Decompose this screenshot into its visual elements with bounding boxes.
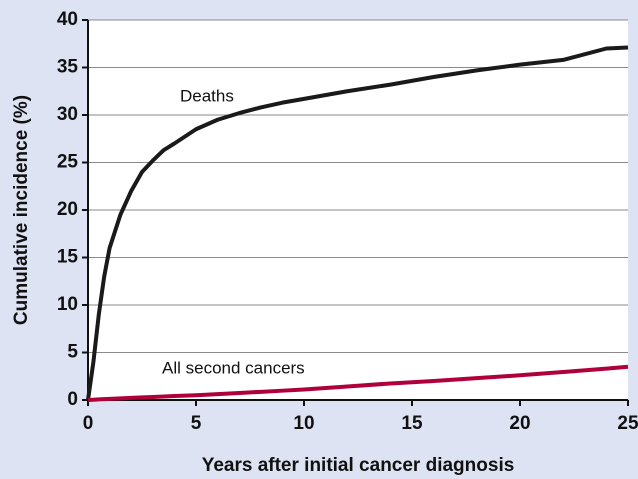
x-axis-title: Years after initial cancer diagnosis xyxy=(202,455,515,476)
y-tick-label: 5 xyxy=(67,342,78,363)
x-tick-label: 20 xyxy=(509,413,530,434)
x-tick-label: 0 xyxy=(83,413,94,434)
x-tick-label: 10 xyxy=(293,413,314,434)
y-tick-label: 25 xyxy=(57,152,79,173)
y-tick-label: 15 xyxy=(57,247,79,268)
y-tick-label: 0 xyxy=(67,389,78,410)
y-tick-label: 20 xyxy=(57,199,78,220)
y-tick-label: 40 xyxy=(57,9,78,30)
line-series xyxy=(87,364,629,402)
series-label: All second cancers xyxy=(162,358,305,377)
y-tick-label: 10 xyxy=(57,294,78,315)
series-label: Deaths xyxy=(180,86,234,105)
y-tick-label: 35 xyxy=(57,57,79,78)
x-tick-label: 25 xyxy=(617,413,638,434)
line-series xyxy=(86,45,629,401)
x-tick-label: 5 xyxy=(191,413,202,434)
y-axis-title: Cumulative incidence (%) xyxy=(11,95,32,325)
x-tick-label: 15 xyxy=(401,413,423,434)
y-tick-label: 30 xyxy=(57,104,78,125)
